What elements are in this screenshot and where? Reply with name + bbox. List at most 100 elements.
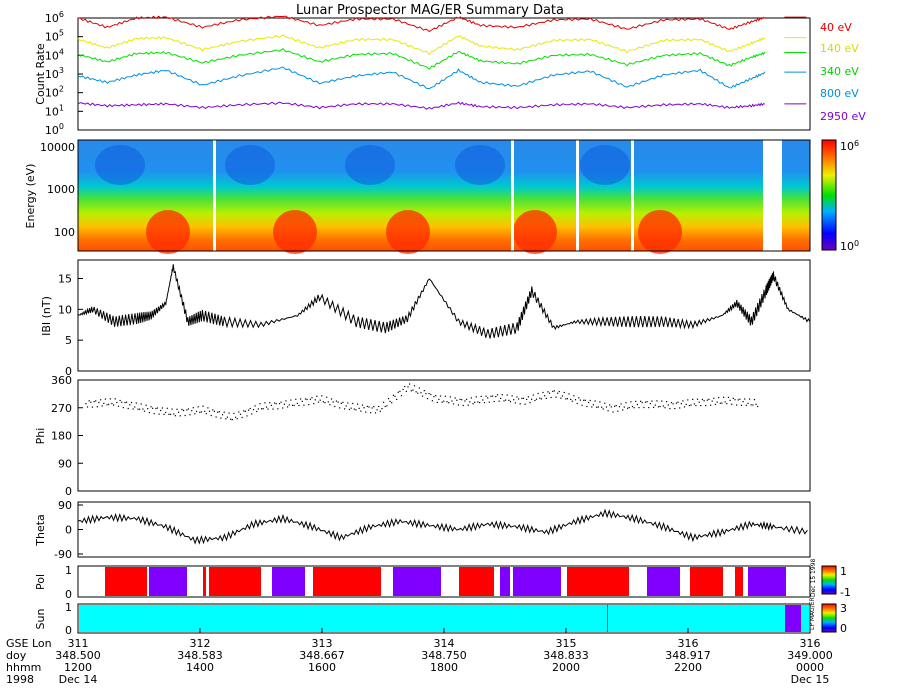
phi-point (654, 404, 656, 406)
phi-point (612, 411, 614, 413)
pol-bar (459, 567, 494, 596)
count-rate-panel: Count Rate 100 101 102 103 104 105 106 40 eV 1… (34, 10, 866, 137)
phi-point (479, 402, 481, 404)
phi-point (225, 418, 227, 420)
phi-point (187, 408, 189, 410)
phi-point (342, 401, 344, 403)
phi-point (357, 403, 359, 405)
phi-point (449, 396, 451, 398)
phi-point (537, 392, 539, 395)
phi-point (457, 404, 459, 406)
phi-point (732, 397, 734, 399)
phi-point (223, 411, 225, 413)
phi-point (262, 408, 264, 410)
phi-point (178, 411, 180, 413)
phi-point (444, 395, 446, 397)
phi-point (147, 408, 149, 410)
phi-point (518, 398, 520, 400)
phi-point (659, 405, 661, 408)
phi-point (614, 405, 616, 407)
phi-point (428, 392, 430, 395)
theta-yticks: -90 0 90 (54, 499, 83, 561)
phi-point (264, 402, 266, 404)
phi-point (667, 404, 669, 406)
time-axis: GSE Lon doy hhmm 1998 311348.5001200Dec … (6, 628, 833, 686)
phi-point (95, 400, 97, 402)
phi-point (566, 398, 568, 400)
phi-point (169, 413, 172, 415)
phi-point (121, 401, 123, 403)
theta-ytick: 0 (65, 524, 72, 537)
phi-point (617, 410, 619, 412)
phi-point (392, 394, 394, 396)
phi-point (649, 403, 651, 405)
phi-point (682, 400, 684, 402)
phi-point (461, 399, 463, 401)
phi-point (529, 402, 531, 404)
phi-point (692, 398, 694, 400)
time-tick-date: Dec 14 (59, 673, 98, 686)
phi-point (703, 400, 705, 402)
phi-point (706, 399, 708, 401)
phi-point (100, 399, 102, 401)
phi-point (597, 406, 599, 408)
phi-point (736, 404, 738, 406)
phi-point (625, 402, 627, 404)
phi-ytick: 180 (51, 430, 72, 443)
pol-bar (690, 567, 723, 596)
pol-colorbar-min: -1 (840, 586, 851, 599)
phi-point (387, 398, 390, 400)
phi-point (734, 399, 736, 401)
phi-point (604, 402, 606, 404)
sun-panel: Sun 1 0 LP MAG/ER 3 0 (34, 597, 847, 637)
phi-point (451, 400, 453, 402)
phi-point (259, 403, 261, 405)
phi-point (412, 389, 414, 391)
phi-point (134, 406, 136, 408)
phi-point (370, 412, 372, 414)
time-tick-doy: 348.750 (421, 649, 467, 662)
phi-ytick: 90 (58, 457, 72, 470)
phi-point (96, 406, 98, 408)
phi-point (347, 402, 349, 404)
phi-point (503, 400, 505, 402)
phi-point (155, 407, 157, 410)
phi-point (383, 401, 385, 403)
sun-bar (801, 605, 809, 632)
spec-blob (273, 210, 317, 254)
time-tick-lon: 314 (434, 637, 455, 650)
phi-point (579, 399, 581, 401)
sun-bar (785, 605, 801, 632)
energy-spectrogram-panel: Energy (eV) 100 1000 10000 106 100 (24, 139, 859, 254)
phi-point (571, 400, 573, 402)
phi-point (261, 408, 263, 410)
phi-point (213, 410, 215, 412)
time-tick-lon: 315 (556, 637, 577, 650)
phi-point (130, 401, 133, 404)
count-rate-ytick: 104 (45, 47, 64, 62)
phi-point (402, 388, 404, 391)
phi-point (573, 395, 575, 397)
phi-point (231, 419, 233, 421)
phi-point (150, 406, 152, 408)
pol-bar (313, 567, 381, 596)
phi-point (269, 402, 271, 404)
phi-point (413, 385, 416, 387)
phi-point (113, 404, 115, 406)
phi-point (135, 402, 137, 404)
phi-point (85, 403, 87, 405)
phi-point (620, 403, 622, 405)
phi-point (220, 417, 222, 419)
phi-point (158, 413, 160, 415)
pol-bar (393, 567, 441, 596)
phi-point (474, 401, 476, 403)
phi-point (643, 406, 645, 409)
spectrogram-tail (782, 140, 810, 251)
phi-point (376, 409, 378, 411)
phi-point (275, 403, 277, 405)
phi-point (680, 403, 682, 405)
theta-ytick: -90 (54, 548, 72, 561)
phi-point (726, 403, 728, 405)
phi-point (705, 405, 707, 407)
